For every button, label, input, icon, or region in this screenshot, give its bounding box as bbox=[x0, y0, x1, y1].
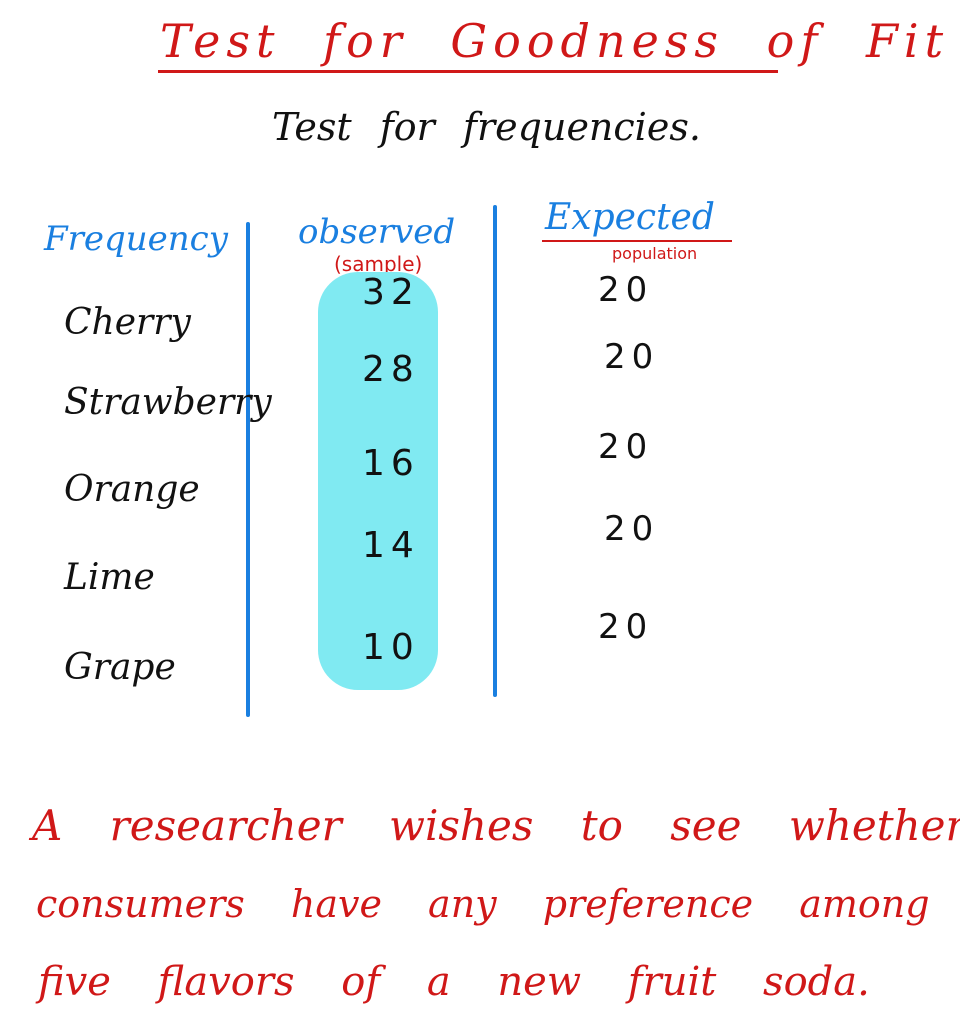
problem-line: A researcher wishes to see whether bbox=[32, 801, 960, 850]
observed-value: 32 bbox=[362, 272, 420, 313]
header-underline bbox=[542, 240, 732, 242]
column-note: (sample) bbox=[334, 252, 423, 276]
observed-value: 10 bbox=[362, 627, 420, 668]
highlight bbox=[318, 272, 438, 690]
observed-value: 14 bbox=[362, 525, 420, 566]
expected-value: 20 bbox=[604, 509, 660, 549]
flavor-name: Cherry bbox=[64, 302, 191, 343]
problem-line: five flavors of a new fruit soda. bbox=[38, 959, 870, 1005]
flavor-name: Orange bbox=[64, 469, 200, 510]
flavor-name: Strawberry bbox=[64, 382, 272, 423]
observed-value: 16 bbox=[362, 443, 420, 484]
column-header: Expected bbox=[545, 197, 715, 238]
column-divider bbox=[246, 222, 250, 717]
column-header: Frequency bbox=[44, 219, 228, 259]
column-header: observed bbox=[298, 212, 456, 252]
column-note: population bbox=[612, 244, 698, 263]
expected-value: 20 bbox=[598, 270, 654, 310]
flavor-name: Lime bbox=[64, 557, 155, 598]
expected-value: 20 bbox=[604, 337, 660, 377]
column-divider bbox=[493, 205, 497, 697]
expected-value: 20 bbox=[598, 607, 654, 647]
title: Test for Goodness of Fit bbox=[160, 14, 950, 68]
problem-line: consumers have any preference among bbox=[36, 882, 930, 926]
flavor-name: Grape bbox=[64, 647, 176, 688]
expected-value: 20 bbox=[598, 427, 654, 467]
observed-value: 28 bbox=[362, 349, 420, 390]
title-underline bbox=[158, 70, 778, 73]
subtitle: Test for frequencies. bbox=[272, 105, 701, 149]
